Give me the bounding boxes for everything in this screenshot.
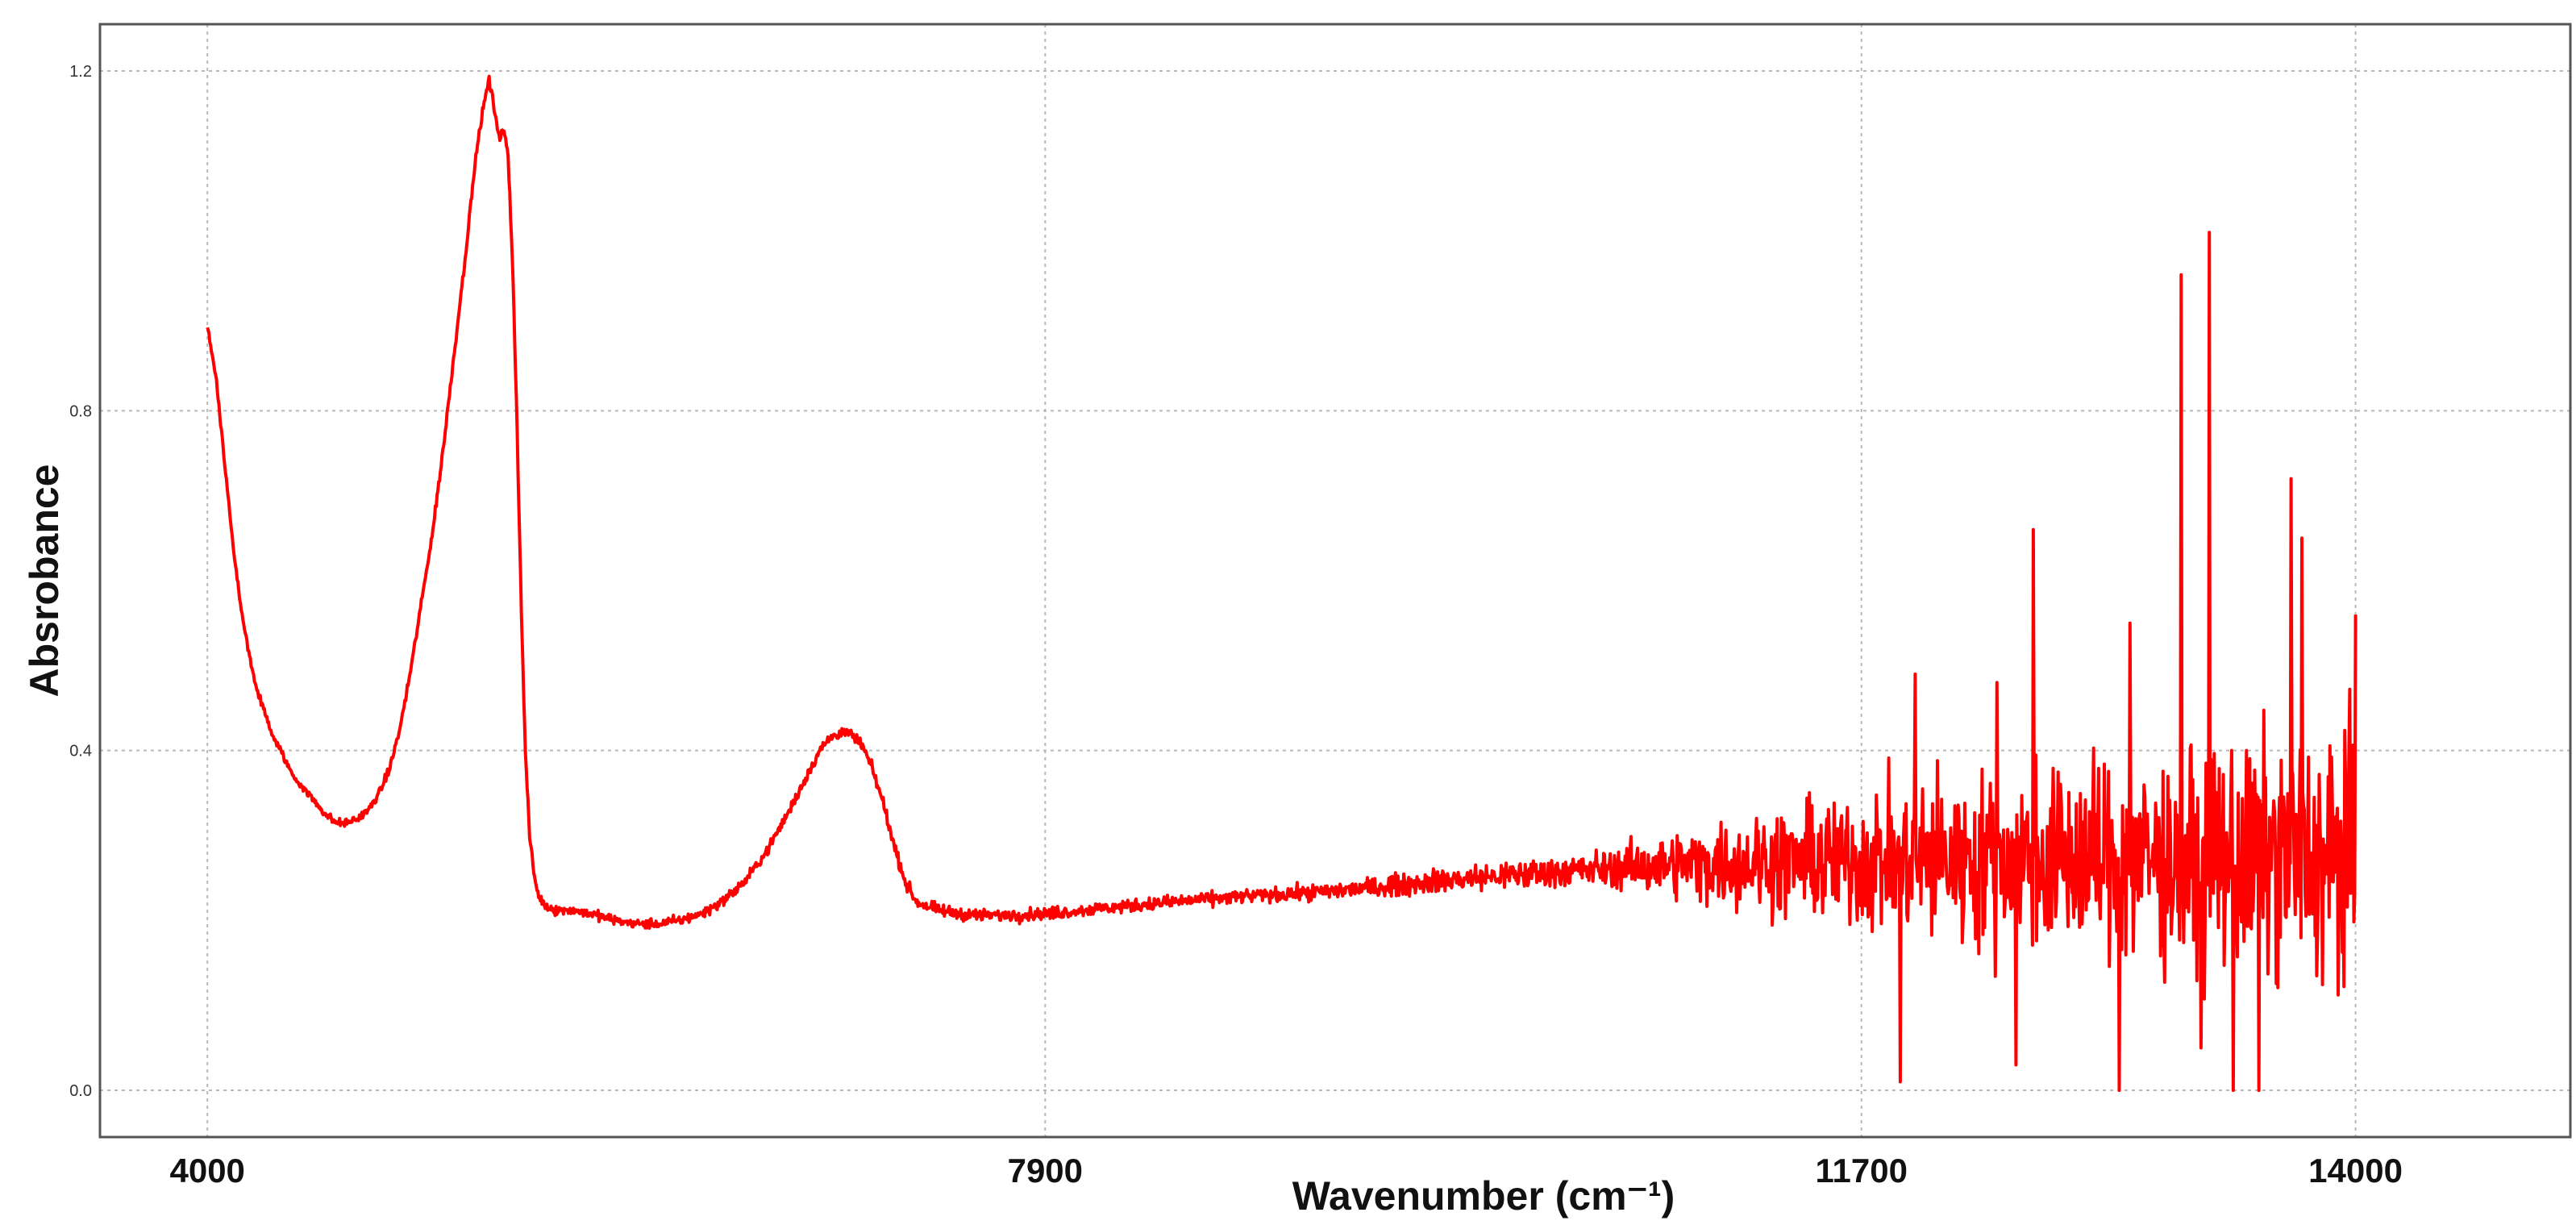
- x-tick-label: 11700: [1816, 1152, 1908, 1189]
- x-tick-label: 7900: [1008, 1152, 1083, 1189]
- tick-labels: 0.0 0.4 0.8 1.2 4000 7900 11700 14000: [69, 63, 2403, 1189]
- y-tick-label: 0.0: [69, 1082, 92, 1100]
- y-axis-title: Absrobance: [22, 465, 67, 698]
- x-tick-label: 14000: [2308, 1152, 2403, 1189]
- absorbance-spectrum-line: [206, 74, 2358, 1093]
- y-tick-label: 0.4: [69, 743, 92, 760]
- y-tick-label: 0.8: [69, 402, 92, 420]
- x-tick-label: 4000: [169, 1152, 244, 1189]
- x-axis-title: Wavenumber (cm⁻¹): [1292, 1173, 1675, 1219]
- gridlines: [100, 24, 2570, 1137]
- y-tick-label: 1.2: [69, 63, 92, 81]
- plot-frame: [98, 23, 2572, 1139]
